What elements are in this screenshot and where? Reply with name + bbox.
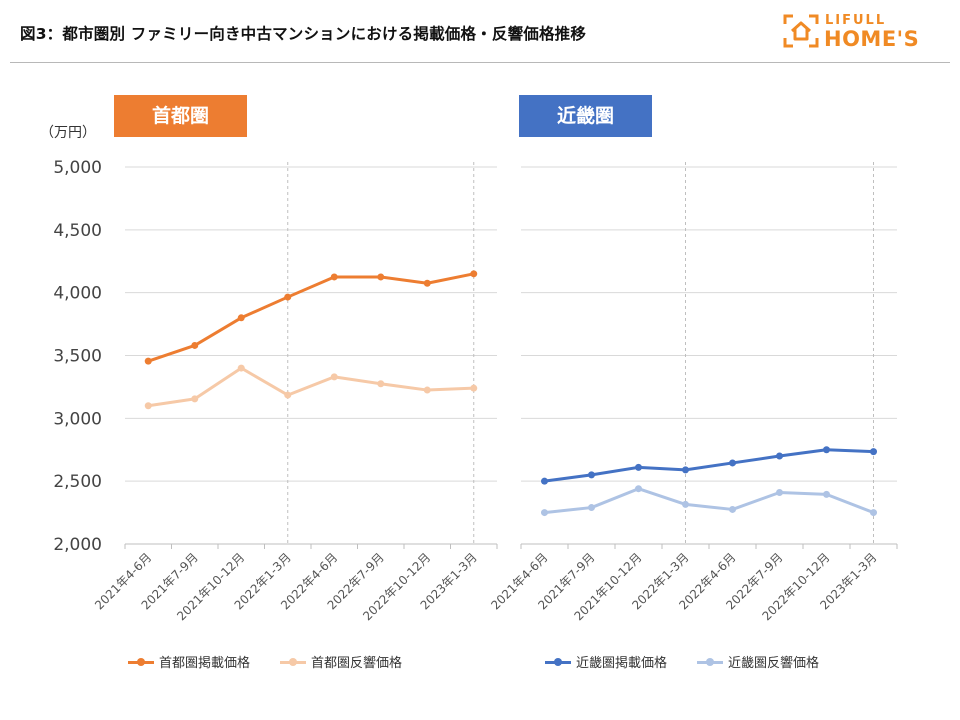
legend-item: 近畿圏反響価格: [697, 652, 819, 671]
legend-swatch: [697, 656, 724, 668]
legend-label: 首都圏掲載価格: [159, 656, 251, 671]
legend-shutoken: 首都圏掲載価格 首都圏反響価格: [128, 652, 432, 671]
legend-swatch: [280, 656, 307, 668]
data-point: [144, 357, 152, 365]
data-point: [541, 509, 548, 517]
data-point: [776, 488, 783, 496]
data-point: [330, 373, 338, 381]
data-point: [682, 500, 689, 508]
data-point: [144, 402, 152, 410]
house-icon: [783, 14, 819, 48]
data-point: [284, 293, 292, 301]
data-point: [470, 270, 478, 278]
y-tick-label: 4,500: [53, 221, 102, 241]
legend-item: 首都圏掲載価格: [128, 652, 250, 671]
data-point: [423, 386, 431, 394]
data-point: [470, 384, 478, 392]
legend-label: 首都圏反響価格: [311, 656, 403, 671]
title-divider: [10, 62, 950, 63]
data-point: [541, 477, 548, 485]
y-tick-label: 5,000: [53, 158, 102, 178]
series-line: [146, 366, 476, 408]
figure-title: 図3：都市圏別 ファミリー向き中古マンションにおける掲載価格・反響価格推移: [20, 25, 587, 43]
data-point: [377, 380, 385, 388]
legend-label: 近畿圏掲載価格: [576, 656, 668, 671]
data-point: [284, 391, 292, 399]
legend-label: 近畿圏反響価格: [728, 656, 820, 671]
data-point: [870, 509, 877, 517]
data-point: [330, 273, 338, 281]
legend-kinki: 近畿圏掲載価格 近畿圏反響価格: [545, 652, 849, 671]
data-point: [635, 485, 642, 493]
legend-item: 近畿圏掲載価格: [545, 652, 667, 671]
data-point: [870, 448, 877, 456]
data-point: [682, 466, 689, 474]
y-tick-label: 3,000: [53, 409, 102, 429]
data-point: [729, 459, 736, 467]
data-point: [191, 341, 199, 349]
region-label-shutoken: 首都圏: [114, 95, 247, 137]
data-point: [588, 471, 595, 479]
series-line: [543, 448, 875, 483]
y-axis-unit-label: （万円）: [40, 125, 96, 141]
series-line: [543, 487, 875, 515]
legend-swatch: [545, 656, 571, 668]
data-point: [377, 273, 385, 281]
y-tick-label: 4,000: [53, 284, 102, 304]
y-tick-label: 2,500: [53, 472, 102, 492]
data-point: [729, 505, 736, 513]
data-point: [635, 463, 642, 471]
legend-item: 首都圏反響価格: [280, 652, 402, 671]
data-point: [423, 279, 431, 287]
y-tick-label: 3,500: [53, 347, 102, 367]
logo-text-homes: HOME'S: [824, 27, 920, 51]
data-point: [823, 446, 830, 454]
data-point: [237, 364, 245, 372]
data-point: [823, 490, 830, 498]
data-point: [191, 395, 199, 403]
lifull-homes-logo: LIFULL HOME'S: [783, 12, 943, 52]
legend-swatch: [128, 656, 154, 668]
data-point: [237, 314, 245, 322]
data-point: [588, 504, 595, 512]
data-point: [776, 452, 783, 460]
series-line: [146, 272, 476, 363]
y-tick-label: 2,000: [53, 535, 102, 555]
region-label-kinki: 近畿圏: [519, 95, 652, 137]
logo-text-lifull: LIFULL: [825, 13, 887, 28]
